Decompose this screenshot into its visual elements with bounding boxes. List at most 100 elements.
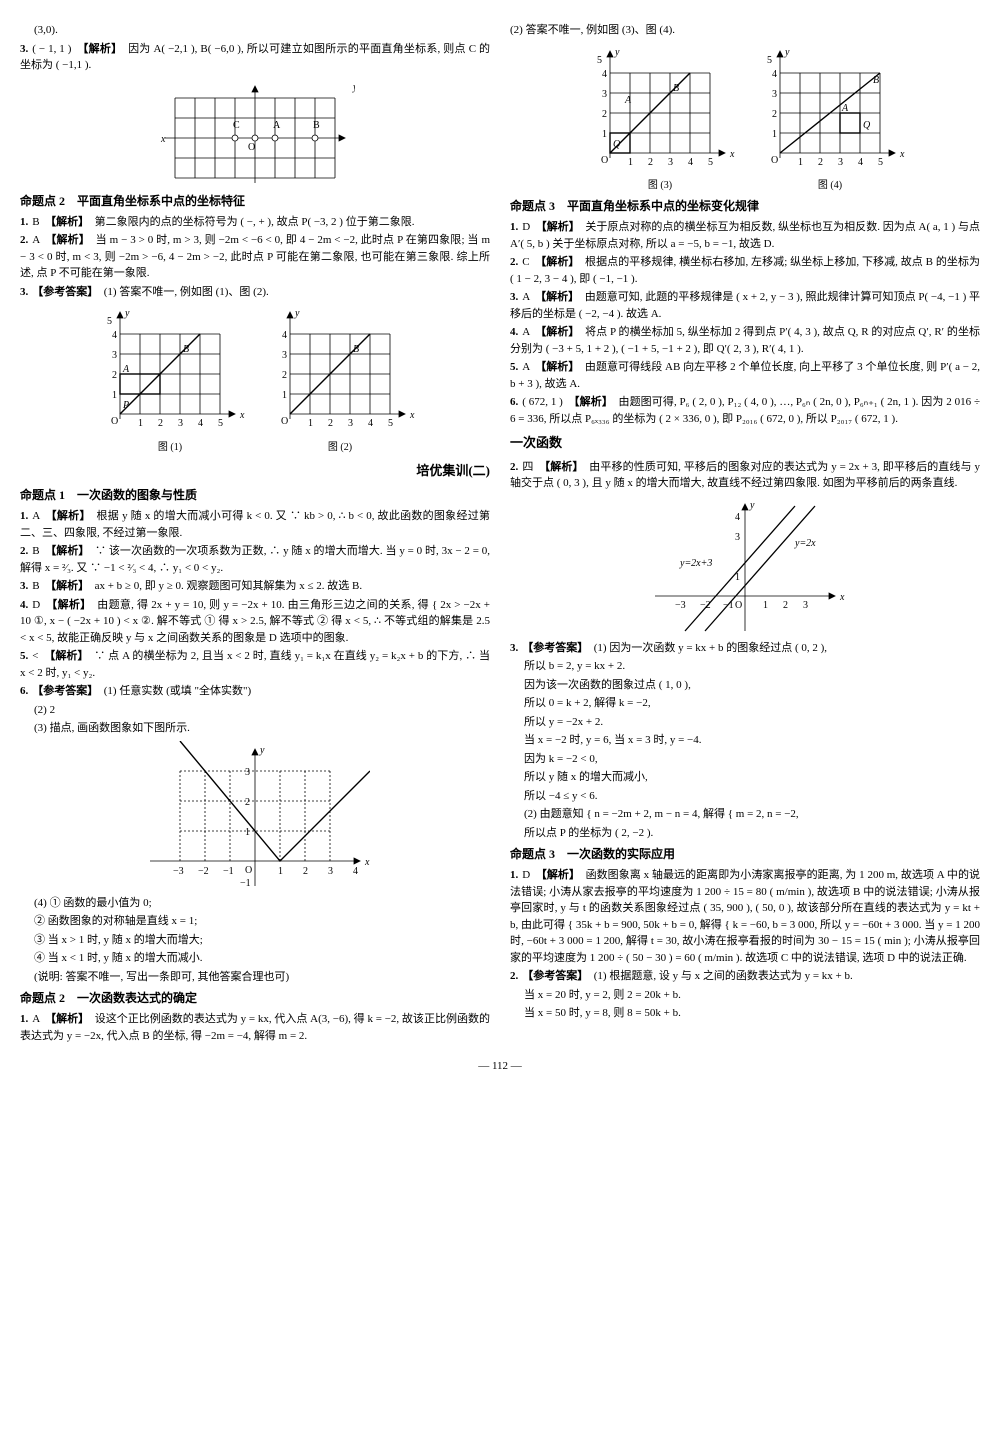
svg-text:y: y (294, 308, 300, 319)
coord-diagram-1: Oyx CAB (155, 78, 355, 188)
svg-text:O: O (111, 416, 118, 427)
svg-text:4: 4 (112, 330, 117, 341)
text: ③ 当 x > 1 时, y 随 x 的增大而增大; (20, 932, 490, 949)
fig-caption: 图 (2) (265, 440, 415, 455)
svg-text:y: y (124, 308, 130, 319)
text: (2) 由题意知 { n = −2m + 2, m − n = 4, 解得 { … (510, 806, 980, 823)
sol: 2.A 【解析】 当 m − 3 > 0 时, m > 3, 则 −2m < −… (20, 232, 490, 282)
text: 所以 y 随 x 的增大而减小, (510, 769, 980, 786)
svg-text:5: 5 (878, 157, 883, 168)
svg-text:1: 1 (138, 418, 143, 429)
svg-text:4: 4 (368, 418, 373, 429)
text: (2) 2 (20, 702, 490, 719)
svg-text:A: A (273, 120, 281, 131)
svg-text:x: x (160, 134, 166, 145)
training-title: 培优集训(二) (20, 461, 490, 481)
svg-text:3: 3 (112, 350, 117, 361)
text: 当 x = 50 时, y = 8, 则 8 = 50k + b. (510, 1005, 980, 1022)
svg-text:x: x (839, 592, 845, 603)
fig-row: Oyx 12345 12345 QAB 图 (3) Oyx 12345 1234… (510, 43, 980, 194)
text: 因为 k = −2 < 0, (510, 751, 980, 768)
svg-text:2: 2 (112, 370, 117, 381)
sol: 6.【参考答案】 (1) 任意实数 (或填 "全体实数") (20, 683, 490, 700)
svg-text:x: x (239, 410, 245, 421)
svg-text:y: y (259, 745, 265, 756)
svg-text:5: 5 (767, 55, 772, 66)
text: 所以 y = −2x + 2. (510, 714, 980, 731)
svg-text:4: 4 (688, 157, 693, 168)
sol: 5.A 【解析】 由题意可得线段 AB 向左平移 2 个单位长度, 向上平移了 … (510, 359, 980, 392)
svg-text:y: y (784, 47, 790, 58)
svg-text:2: 2 (282, 370, 287, 381)
svg-text:2: 2 (648, 157, 653, 168)
text: (3) 描点, 画函数图象如下图所示. (20, 720, 490, 737)
svg-text:O: O (601, 155, 608, 166)
abs-graph: Oyx −3−2−11234 123−1 (140, 741, 370, 891)
svg-text:Q: Q (863, 120, 871, 131)
svg-text:O: O (771, 155, 778, 166)
grid-fig-4: Oyx 12345 12345 AQB (755, 43, 905, 173)
svg-text:4: 4 (198, 418, 203, 429)
svg-text:3: 3 (282, 350, 287, 361)
fig-caption: 图 (1) (95, 440, 245, 455)
topic-c2: 命题点 2 一次函数表达式的确定 (20, 989, 490, 1007)
svg-text:3: 3 (602, 89, 607, 100)
svg-text:P: P (122, 400, 129, 411)
svg-text:1: 1 (245, 827, 250, 838)
text: 当 x = 20 时, y = 2, 则 2 = 20k + b. (510, 987, 980, 1004)
svg-text:5: 5 (597, 55, 602, 66)
svg-text:5: 5 (708, 157, 713, 168)
sol: 2.【参考答案】 (1) 根据题意, 设 y 与 x 之间的函数表达式为 y =… (510, 968, 980, 985)
svg-text:3: 3 (668, 157, 673, 168)
svg-text:3: 3 (735, 532, 740, 543)
svg-text:1: 1 (772, 129, 777, 140)
svg-text:x: x (729, 149, 735, 160)
topic-c1: 命题点 1 一次函数的图象与性质 (20, 486, 490, 504)
svg-text:−1: −1 (223, 866, 234, 877)
fig-caption: 图 (3) (585, 178, 735, 193)
svg-text:4: 4 (602, 69, 607, 80)
svg-text:1: 1 (628, 157, 633, 168)
svg-text:5: 5 (107, 316, 112, 327)
topic-2: 命题点 2 平面直角坐标系中点的坐标特征 (20, 192, 490, 210)
svg-text:B: B (873, 75, 879, 86)
svg-text:2: 2 (245, 797, 250, 808)
svg-text:y=2x: y=2x (794, 538, 816, 549)
text: 所以 b = 2, y = kx + 2. (510, 658, 980, 675)
sol: 1.A 【解析】 设这个正比例函数的表达式为 y = kx, 代入点 A(3, … (20, 1011, 490, 1044)
svg-text:1: 1 (763, 600, 768, 611)
svg-text:4: 4 (735, 512, 740, 523)
svg-text:−1: −1 (240, 878, 251, 889)
svg-text:−1: −1 (723, 600, 734, 611)
svg-text:2: 2 (783, 600, 788, 611)
sol: 4.A 【解析】 将点 P 的横坐标加 5, 纵坐标加 2 得到点 P′( 4,… (510, 324, 980, 357)
svg-text:3: 3 (178, 418, 183, 429)
text: (说明: 答案不唯一, 写出一条即可, 其他答案合理也可) (20, 969, 490, 986)
text: (2) 答案不唯一, 例如图 (3)、图 (4). (510, 22, 980, 39)
text: 所以点 P 的坐标为 ( 2, −2 ). (510, 825, 980, 842)
sol: 6.( 672, 1 ) 【解析】 由题图可得, P₆ ( 2, 0 ), P₁… (510, 394, 980, 427)
fig-caption: 图 (4) (755, 178, 905, 193)
svg-text:Q: Q (613, 139, 621, 150)
svg-text:4: 4 (858, 157, 863, 168)
svg-text:B: B (673, 83, 679, 94)
sol-3: 3.( − 1, 1 ) 【解析】 因为 A( −2,1 ), B( −6,0 … (20, 41, 490, 74)
svg-text:3: 3 (245, 767, 250, 778)
svg-text:A: A (624, 95, 632, 106)
sol: 2.B 【解析】 ∵ 该一次函数的一次项系数为正数, ∴ y 随 x 的增大而增… (20, 543, 490, 576)
line-shift-graph: Oyx −3−2−1123 134 y=2x+3y=2x (645, 496, 845, 636)
sol: 4.D 【解析】 由题意, 得 2x + y = 10, 则 y = −2x +… (20, 597, 490, 647)
text: ④ 当 x < 1 时, y 随 x 的增大而减小. (20, 950, 490, 967)
sol: 3.A 【解析】 由题意可知, 此题的平移规律是 ( x + 2, y − 3 … (510, 289, 980, 322)
sol: 3.B 【解析】 ax + b ≥ 0, 即 y ≥ 0. 观察题图可知其解集为… (20, 578, 490, 595)
svg-text:B: B (183, 344, 189, 355)
svg-text:x: x (364, 857, 370, 868)
sol: 1.A 【解析】 根据 y 随 x 的增大而减小可得 k < 0. 又 ∵ kb… (20, 508, 490, 541)
svg-text:y: y (614, 47, 620, 58)
svg-text:1: 1 (278, 866, 283, 877)
svg-text:−2: −2 (700, 600, 711, 611)
svg-text:1: 1 (602, 129, 607, 140)
sol: 1.D 【解析】 关于原点对称的点的横坐标互为相反数, 纵坐标也互为相反数. 因… (510, 219, 980, 252)
svg-text:2: 2 (602, 109, 607, 120)
text: (3,0). (20, 22, 490, 39)
